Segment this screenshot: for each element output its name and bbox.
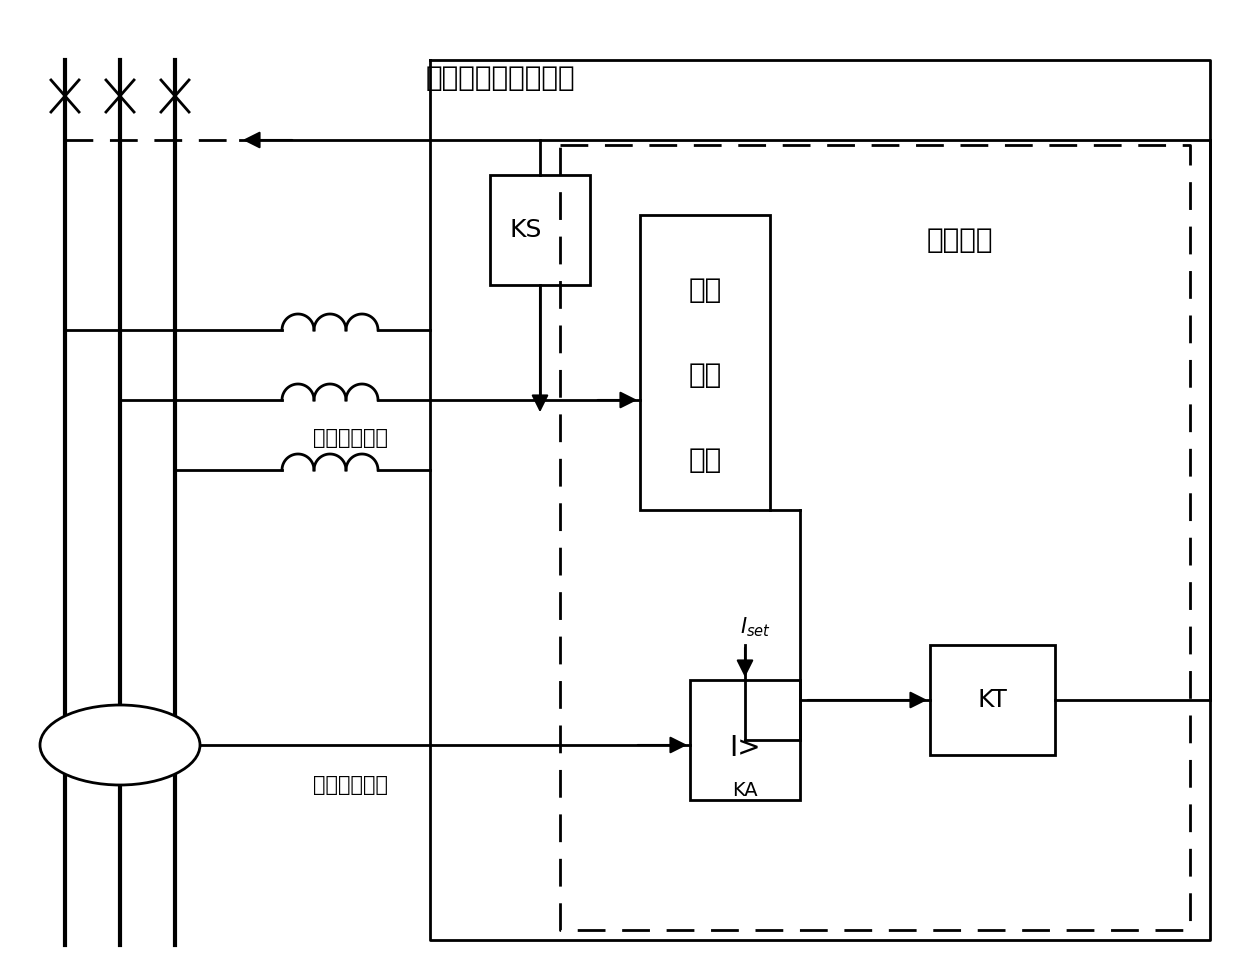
Bar — [930, 645, 1055, 755]
Text: KA: KA — [732, 781, 758, 799]
Bar — [689, 680, 800, 800]
Text: 嵌入: 嵌入 — [688, 276, 722, 304]
Bar — [640, 215, 770, 510]
Text: 零序电压获取: 零序电压获取 — [312, 428, 387, 448]
Text: 跳闸信号或告警信号: 跳闸信号或告警信号 — [425, 64, 575, 92]
Text: KT: KT — [977, 688, 1007, 712]
Bar — [490, 175, 590, 285]
Text: $I_{set}$: $I_{set}$ — [739, 615, 770, 639]
Text: 保护方案: 保护方案 — [926, 226, 993, 254]
Ellipse shape — [40, 705, 200, 785]
Text: 模块: 模块 — [688, 446, 722, 474]
Text: 零序电流获取: 零序电流获取 — [312, 775, 387, 795]
Text: KS: KS — [510, 218, 542, 242]
Text: I>: I> — [729, 734, 761, 762]
Text: 保护: 保护 — [688, 361, 722, 389]
